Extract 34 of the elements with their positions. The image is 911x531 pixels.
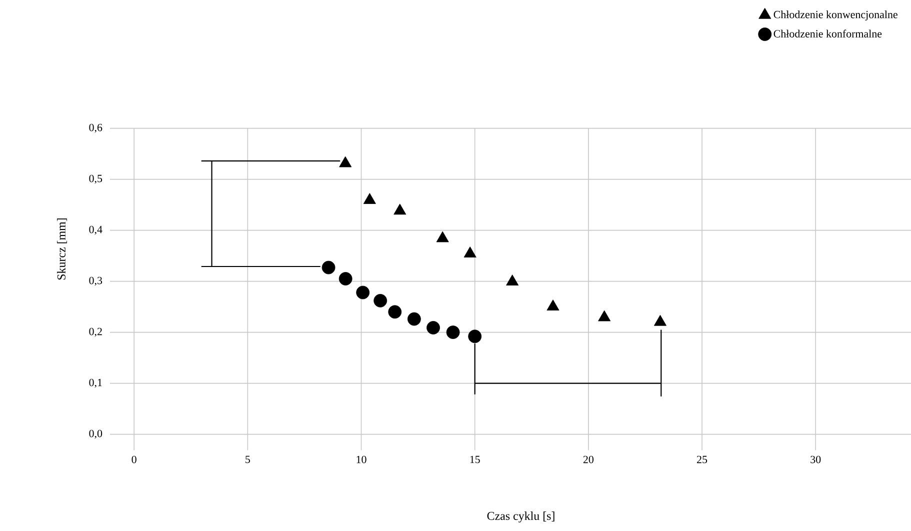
point [363,193,376,204]
x-tick-label: 30 [810,456,821,464]
point [388,305,402,319]
point [546,300,560,310]
y-tick-label: 0,5 [89,174,102,184]
point [322,260,336,274]
point [338,272,352,286]
point [394,204,406,215]
point [468,330,482,344]
y-tick-label: 0,4 [89,226,102,235]
point [506,274,519,286]
x-tick-label: 20 [583,456,594,464]
legend-label: Chłodzenie konwencjonalne [774,10,898,20]
x-tick-label: 5 [246,456,250,464]
y-tick-label: 0,6 [89,124,102,133]
x-tick-label: 25 [697,456,708,464]
x-tick-label: 15 [470,456,480,464]
point [407,312,421,326]
y-tick-label: 0,3 [89,276,102,286]
point [436,231,449,242]
x-axis-title: Czas cyklu [s] [487,512,554,522]
point [426,321,440,334]
point [356,286,370,300]
x-tick-label: 10 [356,456,366,464]
point [464,246,476,258]
y-tick-label: 0,0 [89,430,102,439]
legend-label: Chłodzenie konformalne [774,30,882,38]
y-tick-label: 0,2 [89,328,102,337]
point [339,156,352,168]
y-axis-title: Skurcz [mm] [57,218,67,280]
x-tick-label: 0 [132,456,136,464]
y-tick-label: 0,1 [89,378,102,388]
point [374,294,388,308]
point [446,326,460,339]
